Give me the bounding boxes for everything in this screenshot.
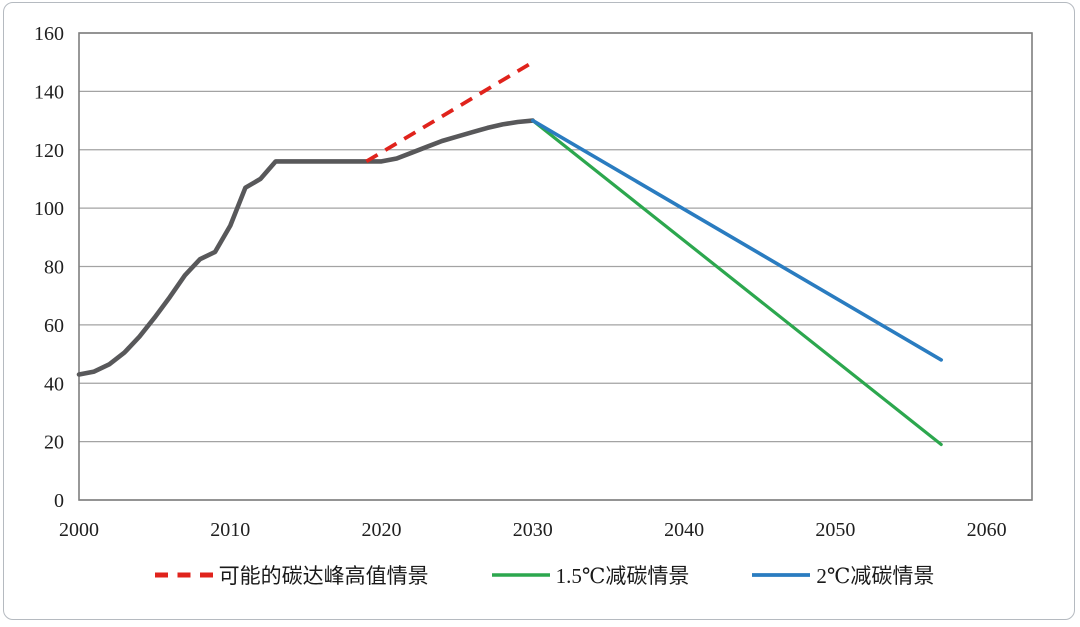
red-dashed-line-icon [154, 572, 213, 578]
legend-item-scenario-2c: 2℃减碳情景 [751, 560, 934, 590]
blue-line-icon [752, 573, 811, 577]
y-tick-label-120: 120 [34, 140, 64, 162]
x-tick-label-2060: 2060 [967, 519, 1007, 541]
x-tick-label-2050: 2050 [815, 519, 855, 541]
chart-frame: 0 20 40 60 80 100 120 140 160 2000 2010 2020 2030 204… [3, 2, 1075, 620]
green-line-icon [491, 573, 550, 577]
x-tick-label-2010: 2010 [210, 519, 250, 541]
legend-item-peak-high-scenario: 可能的碳达峰高值情景 [154, 560, 429, 590]
x-tick-label-2000: 2000 [59, 519, 99, 541]
series-line-historical-emissions [76, 118, 536, 377]
series-line-scenario-2c [530, 118, 944, 362]
series-line-scenario-1-5c [531, 118, 943, 447]
x-tick-label-2040: 2040 [664, 519, 704, 541]
legend-label: 2℃减碳情景 [816, 564, 935, 588]
y-tick-label-0: 0 [54, 490, 64, 512]
y-tick-label-80: 80 [44, 257, 64, 279]
y-tick-label-40: 40 [44, 373, 64, 395]
series-line-peak-high-scenario [365, 60, 534, 164]
plot-border [78, 32, 1033, 501]
y-tick-label-100: 100 [34, 198, 64, 220]
chart-legend: 可能的碳达峰高值情景 1.5℃减碳情景 2℃减碳情景 [4, 553, 1080, 597]
y-tick-label-20: 20 [44, 432, 64, 454]
x-tick-label-2030: 2030 [513, 519, 553, 541]
legend-item-scenario-1-5c: 1.5℃减碳情景 [491, 560, 690, 590]
y-tick-label-140: 140 [34, 81, 64, 103]
legend-label: 1.5℃减碳情景 [555, 564, 690, 588]
x-tick-label-2020: 2020 [362, 519, 402, 541]
legend-label: 可能的碳达峰高值情景 [218, 564, 429, 588]
y-tick-label-160: 160 [34, 23, 64, 45]
y-tick-label-60: 60 [44, 315, 64, 337]
